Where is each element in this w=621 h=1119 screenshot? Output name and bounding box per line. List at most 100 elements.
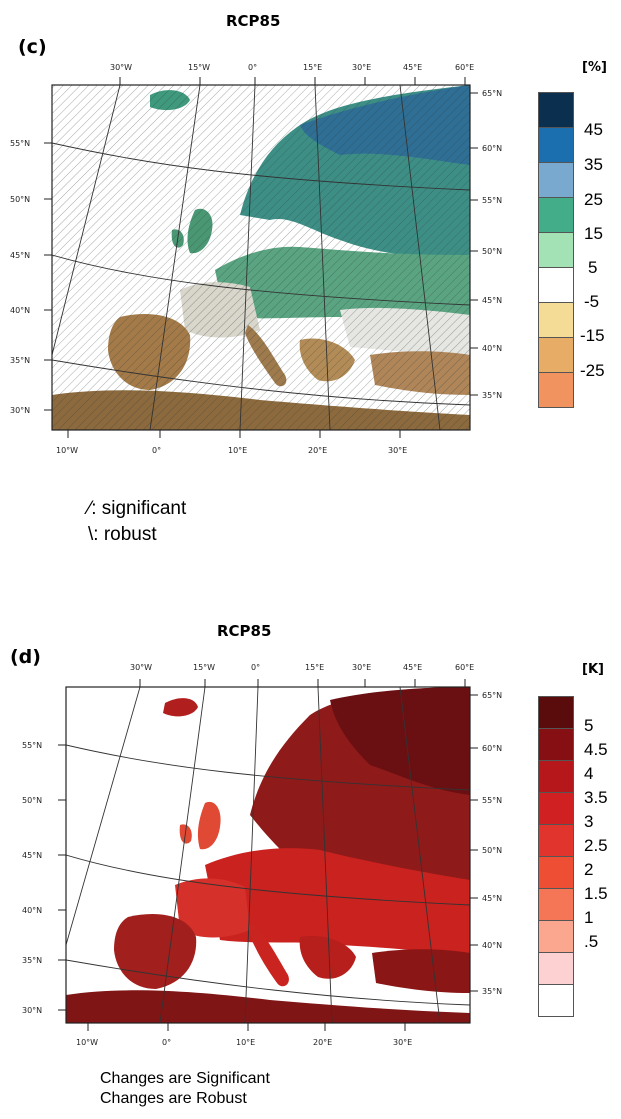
c-left-lat-0: 55°N <box>10 139 30 148</box>
colorbar-c-swatch-7 <box>538 337 574 372</box>
c-bottom-lon-0: 10°W <box>56 446 78 455</box>
d-bottom-lon-4: 30°E <box>393 1038 412 1047</box>
colorbar-c-label-6: -15 <box>580 326 605 345</box>
d-bottom-lon-3: 20°E <box>313 1038 332 1047</box>
c-top-lon-4: 30°E <box>352 63 371 72</box>
c-bottom-lon-1: 0° <box>152 446 161 455</box>
colorbar-d-swatch-1 <box>538 728 574 760</box>
d-bottom-lon-1: 0° <box>162 1038 171 1047</box>
colorbar-d-swatch-8 <box>538 952 574 984</box>
colorbar-c <box>538 92 574 408</box>
colorbar-d-swatch-4 <box>538 824 574 856</box>
d-left-lat-1: 50°N <box>22 796 42 805</box>
colorbar-d-label-4: 3 <box>584 812 594 831</box>
colorbar-c-swatch-4 <box>538 232 574 267</box>
c-top-lon-0: 30°W <box>110 63 132 72</box>
c-bottom-lon-4: 30°E <box>388 446 407 455</box>
colorbar-c-label-0: 45 <box>584 120 603 139</box>
map-c: 30°W 15°W 0° 15°E 30°E 45°E 60°E 10°W 0°… <box>10 63 502 455</box>
d-right-lat-3: 50°N <box>482 846 502 855</box>
colorbar-c-swatch-0 <box>538 92 574 127</box>
d-left-lat-5: 30°N <box>22 1006 42 1015</box>
d-top-lon-5: 45°E <box>403 663 422 672</box>
d-left-lat-3: 40°N <box>22 906 42 915</box>
d-right-lat-2: 55°N <box>482 796 502 805</box>
colorbar-d-label-2: 4 <box>584 764 594 783</box>
colorbar-c-label-5: -5 <box>584 292 600 311</box>
c-right-lat-3: 50°N <box>482 247 502 256</box>
significant-label: : significant <box>91 498 187 519</box>
colorbar-d-swatch-5 <box>538 856 574 888</box>
c-left-lat-4: 35°N <box>10 356 30 365</box>
c-left-lat-2: 45°N <box>10 251 30 260</box>
c-top-lon-5: 45°E <box>403 63 422 72</box>
colorbar-d-label-5: 2.5 <box>584 836 608 855</box>
c-top-lon-3: 15°E <box>303 63 322 72</box>
colorbar-c-swatch-8 <box>538 372 574 408</box>
map-d-field <box>66 687 470 1023</box>
panel-c-label: (c) <box>18 36 47 58</box>
d-bottom-lon-0: 10°W <box>76 1038 98 1047</box>
colorbar-d-unit: [K] <box>582 662 604 677</box>
colorbar-c-label-1: 35 <box>584 155 603 174</box>
c-left-lat-1: 50°N <box>10 195 30 204</box>
colorbar-d-swatch-6 <box>538 888 574 920</box>
colorbar-d <box>538 696 574 1017</box>
robust-label: : robust <box>93 524 157 545</box>
colorbar-d-label-8: 1 <box>584 908 594 927</box>
d-top-lon-2: 0° <box>251 663 260 672</box>
d-right-lat-0: 65°N <box>482 691 502 700</box>
d-top-lon-0: 30°W <box>130 663 152 672</box>
colorbar-d-label-0: 5 <box>584 716 594 735</box>
c-bottom-lon-3: 20°E <box>308 446 327 455</box>
d-left-lat-4: 35°N <box>22 956 42 965</box>
c-right-lat-2: 55°N <box>482 196 502 205</box>
d-right-lat-6: 35°N <box>482 987 502 996</box>
colorbar-c-label-7: -25 <box>580 361 605 380</box>
panel-c-title: RCP85 <box>226 12 281 30</box>
d-right-lat-1: 60°N <box>482 744 502 753</box>
significant-hatch-icon: ⁄ <box>88 498 92 519</box>
panel-d-label: (d) <box>10 646 41 668</box>
colorbar-d-label-9: .5 <box>584 932 599 951</box>
colorbar-c-swatch-3 <box>538 197 574 232</box>
c-right-lat-4: 45°N <box>482 296 502 305</box>
c-bottom-lon-2: 10°E <box>228 446 247 455</box>
note-robust: \: robust <box>88 524 157 546</box>
c-top-lon-6: 60°E <box>455 63 474 72</box>
colorbar-c-swatch-2 <box>538 162 574 197</box>
note-changes-robust: Changes are Robust <box>100 1090 247 1107</box>
d-top-lon-6: 60°E <box>455 663 474 672</box>
colorbar-c-label-4: 5 <box>588 258 598 277</box>
c-top-lon-1: 15°W <box>188 63 210 72</box>
colorbar-c-swatch-1 <box>538 127 574 162</box>
colorbar-d-label-1: 4.5 <box>584 740 608 759</box>
d-right-lat-4: 45°N <box>482 894 502 903</box>
robust-hatch-icon: \ <box>88 524 94 545</box>
colorbar-c-swatch-5 <box>538 267 574 302</box>
colorbar-d-swatch-9 <box>538 984 574 1017</box>
d-top-lon-1: 15°W <box>193 663 215 672</box>
colorbar-d-label-3: 3.5 <box>584 788 608 807</box>
d-top-lon-4: 30°E <box>352 663 371 672</box>
d-bottom-lon-2: 10°E <box>236 1038 255 1047</box>
colorbar-d-swatch-0 <box>538 696 574 728</box>
colorbar-c-label-3: 15 <box>584 224 603 243</box>
colorbar-c-swatch-6 <box>538 302 574 337</box>
c-left-lat-3: 40°N <box>10 306 30 315</box>
colorbar-d-label-6: 2 <box>584 860 594 879</box>
c-right-lat-1: 60°N <box>482 144 502 153</box>
colorbar-d-swatch-7 <box>538 920 574 952</box>
c-right-lat-5: 40°N <box>482 344 502 353</box>
colorbar-c-label-2: 25 <box>584 190 603 209</box>
colorbar-d-label-7: 1.5 <box>584 884 608 903</box>
d-right-lat-5: 40°N <box>482 941 502 950</box>
d-top-lon-3: 15°E <box>305 663 324 672</box>
panel-d-title: RCP85 <box>217 622 272 640</box>
map-d: 30°W 15°W 0° 15°E 30°E 45°E 60°E 10°W 0°… <box>22 663 502 1047</box>
note-changes-significant: Changes are Significant <box>100 1070 270 1087</box>
c-left-lat-5: 30°N <box>10 406 30 415</box>
map-c-field <box>52 85 470 430</box>
note-significant: ⁄: significant <box>88 498 186 520</box>
c-right-lat-0: 65°N <box>482 89 502 98</box>
